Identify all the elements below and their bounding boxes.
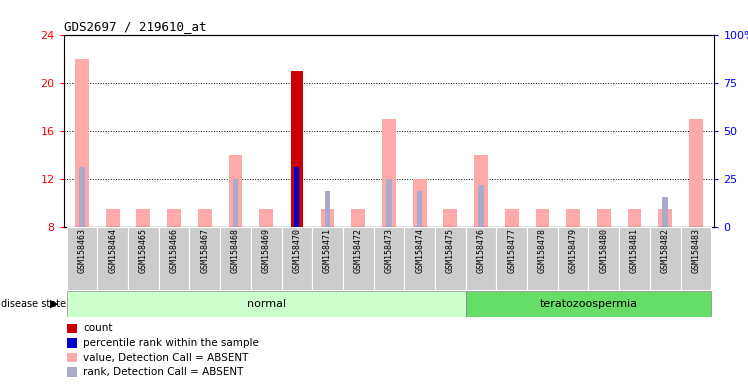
Text: GSM158466: GSM158466	[170, 228, 179, 273]
Bar	[198, 209, 212, 227]
Bar	[233, 179, 239, 227]
Bar	[497, 227, 527, 290]
Bar	[67, 227, 97, 290]
Text: teratozoospermia: teratozoospermia	[539, 299, 637, 309]
Text: GSM158475: GSM158475	[446, 228, 455, 273]
Text: GSM158463: GSM158463	[78, 228, 87, 273]
Bar	[405, 227, 435, 290]
Text: value, Detection Call = ABSENT: value, Detection Call = ABSENT	[83, 353, 248, 362]
Text: GSM158464: GSM158464	[108, 228, 117, 273]
Bar	[312, 227, 343, 290]
Text: GDS2697 / 219610_at: GDS2697 / 219610_at	[64, 20, 206, 33]
Bar	[474, 155, 488, 227]
Bar	[75, 59, 89, 227]
Bar	[536, 209, 549, 227]
Bar	[189, 227, 220, 290]
Bar	[79, 167, 85, 227]
Bar	[417, 190, 423, 227]
Text: GSM158474: GSM158474	[415, 228, 424, 273]
Text: GSM158468: GSM158468	[231, 228, 240, 273]
Bar	[589, 227, 619, 290]
Bar	[444, 209, 457, 227]
Bar	[220, 227, 251, 290]
Text: count: count	[83, 323, 112, 333]
Bar	[663, 197, 668, 227]
Bar	[566, 209, 580, 227]
Bar	[229, 155, 242, 227]
Text: GSM158481: GSM158481	[630, 228, 639, 273]
Bar	[343, 227, 373, 290]
Text: disease state: disease state	[1, 299, 67, 309]
Bar	[386, 179, 392, 227]
Text: GSM158471: GSM158471	[323, 228, 332, 273]
Text: GSM158469: GSM158469	[262, 228, 271, 273]
Bar	[650, 227, 681, 290]
Bar	[159, 227, 189, 290]
Text: GSM158476: GSM158476	[476, 228, 485, 273]
Bar	[295, 167, 299, 227]
Bar	[67, 291, 466, 317]
Text: GSM158483: GSM158483	[691, 228, 700, 273]
Bar	[597, 209, 610, 227]
Bar	[168, 209, 181, 227]
Bar	[281, 227, 312, 290]
Bar	[689, 119, 703, 227]
Bar	[681, 227, 711, 290]
Text: normal: normal	[247, 299, 286, 309]
Text: GSM158470: GSM158470	[292, 228, 301, 273]
Bar	[321, 209, 334, 227]
Text: rank, Detection Call = ABSENT: rank, Detection Call = ABSENT	[83, 367, 243, 377]
Text: GSM158479: GSM158479	[568, 228, 577, 273]
Bar	[128, 227, 159, 290]
Text: GSM158477: GSM158477	[507, 228, 516, 273]
Text: GSM158473: GSM158473	[384, 228, 393, 273]
Bar	[251, 227, 281, 290]
Bar	[527, 227, 558, 290]
Bar	[373, 227, 405, 290]
Bar	[619, 227, 650, 290]
Bar	[466, 291, 711, 317]
Bar	[97, 227, 128, 290]
Bar	[325, 190, 331, 227]
Bar	[105, 209, 120, 227]
Text: GSM158472: GSM158472	[354, 228, 363, 273]
Text: GSM158467: GSM158467	[200, 228, 209, 273]
Bar	[136, 209, 150, 227]
Bar	[435, 227, 466, 290]
Bar	[478, 185, 484, 227]
Text: GSM158478: GSM158478	[538, 228, 547, 273]
Bar	[260, 209, 273, 227]
Bar	[413, 179, 426, 227]
Text: percentile rank within the sample: percentile rank within the sample	[83, 338, 259, 348]
Text: ▶: ▶	[50, 299, 59, 309]
Bar	[505, 209, 518, 227]
Bar	[352, 209, 365, 227]
Bar	[658, 209, 672, 227]
Bar	[466, 227, 497, 290]
Text: GSM158480: GSM158480	[599, 228, 608, 273]
Text: GSM158482: GSM158482	[660, 228, 669, 273]
Text: GSM158465: GSM158465	[139, 228, 148, 273]
Bar	[628, 209, 642, 227]
Bar	[291, 71, 303, 227]
Bar	[382, 119, 396, 227]
Bar	[558, 227, 589, 290]
